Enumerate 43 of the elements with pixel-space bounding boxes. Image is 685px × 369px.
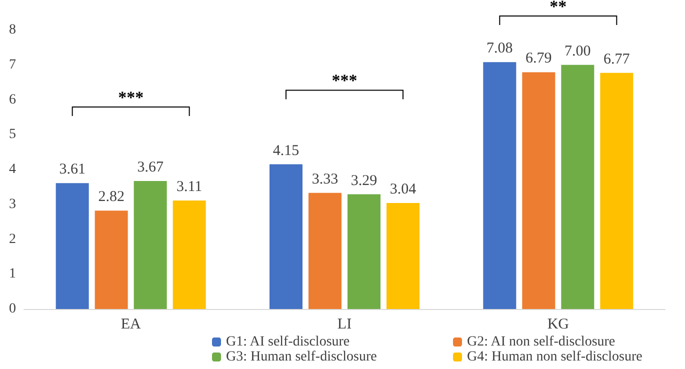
data-label: 3.33 xyxy=(312,171,338,188)
legend-label: G1: AI self-disclosure xyxy=(226,334,350,350)
bar xyxy=(386,202,420,309)
bar xyxy=(134,181,167,309)
data-label: 3.61 xyxy=(59,162,86,178)
bar xyxy=(270,164,302,309)
legend-label: G2: AI non self-disclosure xyxy=(467,334,616,350)
data-label: 3.04 xyxy=(390,181,417,198)
bar xyxy=(308,192,342,309)
y-tick-label: 6 xyxy=(9,92,16,108)
bar xyxy=(483,62,516,309)
data-label: 7.00 xyxy=(564,43,591,60)
bar xyxy=(56,183,89,309)
x-tick-label: EA xyxy=(120,316,141,332)
bar xyxy=(600,72,634,309)
x-tick-label: KG xyxy=(547,316,570,332)
data-label: 7.08 xyxy=(486,40,513,57)
data-label: 3.67 xyxy=(137,160,164,176)
y-tick-label: 7 xyxy=(9,57,16,72)
annotation: *** xyxy=(118,88,144,107)
bar xyxy=(561,64,594,309)
data-label: 4.15 xyxy=(272,142,300,159)
y-tick-label: 1 xyxy=(9,266,16,282)
y-tick-label: 3 xyxy=(9,196,16,212)
data-label: 3.11 xyxy=(176,179,202,196)
data-label: 2.82 xyxy=(98,189,124,206)
y-tick-label: 5 xyxy=(9,127,16,142)
text: ** xyxy=(550,0,567,16)
y-tick-label: 4 xyxy=(9,162,16,177)
y-tick-label: 0 xyxy=(9,302,16,316)
bar xyxy=(94,210,128,309)
data-label: 3.29 xyxy=(350,172,378,189)
y-tick-label: 2 xyxy=(9,232,16,247)
annotation: *** xyxy=(332,71,358,90)
x-tick-label: LI xyxy=(337,316,352,332)
legend-label: G3: Human self-disclosure xyxy=(226,350,377,364)
data-label: 6.79 xyxy=(526,50,552,67)
bar xyxy=(348,194,380,309)
data-label: 6.77 xyxy=(604,51,630,68)
y-tick-label: 8 xyxy=(9,22,16,38)
legend-label: G4: Human non self-disclosure xyxy=(467,350,642,364)
bar xyxy=(522,72,556,309)
bar xyxy=(172,200,206,309)
